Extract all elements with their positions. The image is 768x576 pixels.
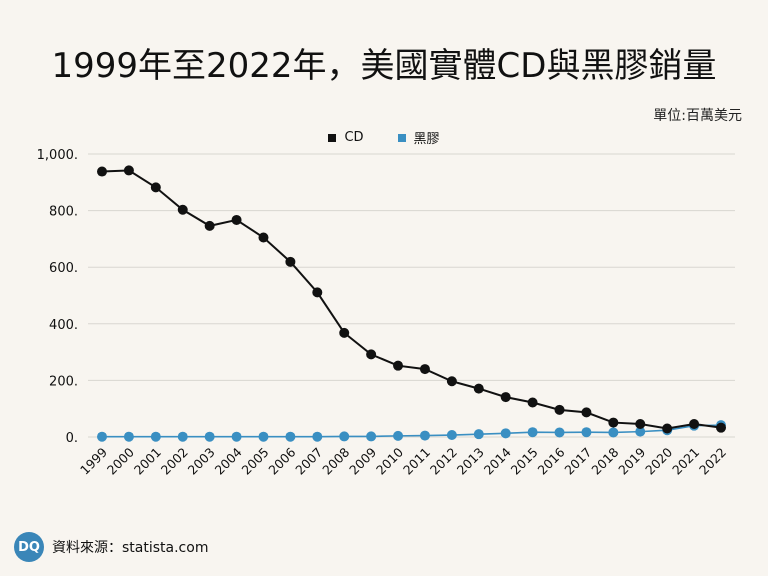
y-tick-label: 0. (66, 431, 78, 446)
data-point-vinyl (150, 431, 161, 442)
source-text: 資料來源：statista.com (52, 540, 209, 556)
data-point-vinyl (123, 431, 134, 442)
x-tick-label: 2018 (588, 444, 621, 477)
data-point-vinyl (258, 431, 269, 442)
legend-label-cd: CD (344, 130, 364, 145)
data-point-vinyl (446, 430, 457, 441)
x-tick-label: 2008 (319, 444, 352, 477)
data-point-vinyl (231, 431, 242, 442)
x-tick-label: 1999 (77, 444, 110, 477)
x-tick-label: 2016 (535, 444, 568, 477)
data-point-cd (204, 220, 215, 231)
data-point-vinyl (97, 431, 107, 442)
data-point-vinyl (312, 431, 323, 442)
data-point-cd (446, 376, 457, 387)
data-point-vinyl (177, 431, 188, 442)
x-tick-label: 2005 (238, 445, 271, 478)
brand-logo: DQ (14, 532, 44, 562)
x-tick-label: 2001 (131, 445, 164, 478)
data-point-cd (312, 287, 323, 298)
data-point-cd (500, 392, 511, 403)
legend-swatch-cd (328, 133, 337, 142)
x-tick-label: 2006 (265, 444, 298, 477)
x-tick-label: 2002 (158, 445, 191, 478)
data-point-vinyl (635, 426, 646, 437)
data-point-vinyl (473, 429, 484, 440)
data-point-cd (123, 165, 134, 176)
legend-item-vinyl: 黑膠 (397, 128, 440, 147)
x-tick-label: 2004 (212, 444, 245, 477)
data-point-vinyl (500, 428, 511, 439)
x-tick-label: 2017 (561, 445, 594, 478)
x-tick-label: 2020 (642, 444, 675, 477)
x-tick-label: 2000 (104, 444, 137, 477)
data-point-cd (635, 418, 646, 429)
x-tick-label: 2021 (669, 445, 702, 478)
x-tick-label: 2010 (373, 444, 406, 477)
footer: DQ 資料來源：statista.com (14, 532, 208, 562)
legend-item-cd: CD (328, 128, 364, 147)
x-tick-label: 2014 (481, 444, 514, 477)
data-point-cd (473, 383, 484, 394)
data-point-cd (231, 214, 242, 225)
x-tick-label: 2012 (427, 445, 460, 478)
data-point-cd (97, 166, 107, 177)
chart-title: 1999年至2022年，美國實體CD與黑膠銷量 (51, 46, 717, 86)
data-point-cd (258, 232, 269, 243)
x-tick-label: 2015 (508, 445, 541, 478)
y-tick-label: 200. (49, 374, 78, 389)
data-point-cd (366, 349, 377, 360)
data-point-vinyl (419, 430, 430, 441)
data-point-cd (285, 256, 296, 267)
x-tick-label: 2007 (292, 445, 325, 478)
y-tick-label: 400. (49, 318, 78, 333)
data-point-cd (177, 204, 188, 215)
data-point-cd (339, 327, 350, 338)
data-point-cd (608, 417, 619, 428)
series-line-vinyl (102, 424, 722, 438)
x-tick-label: 2019 (615, 444, 648, 477)
unit-label: 單位:百萬美元 (653, 108, 742, 124)
data-point-cd (419, 364, 430, 375)
data-point-vinyl (608, 427, 619, 438)
data-point-vinyl (393, 430, 404, 441)
data-point-vinyl (554, 427, 565, 438)
data-point-cd (150, 182, 161, 193)
series-line-cd (101, 169, 722, 430)
x-tick-label: 2009 (346, 444, 379, 477)
data-point-vinyl (339, 431, 350, 442)
legend: CD 黑膠 (0, 128, 768, 147)
data-point-vinyl (581, 427, 592, 438)
x-tick-label: 2022 (696, 445, 729, 478)
data-point-vinyl (204, 431, 215, 442)
data-point-vinyl (366, 431, 377, 442)
data-point-cd (662, 423, 673, 434)
x-tick-label: 2011 (400, 445, 433, 478)
data-point-cd (716, 422, 726, 433)
y-tick-label: 800. (49, 205, 78, 220)
x-tick-label: 2003 (185, 445, 218, 478)
y-tick-label: 1,000. (37, 148, 78, 163)
data-point-cd (527, 397, 538, 408)
data-point-cd (554, 404, 565, 415)
legend-label-vinyl: 黑膠 (413, 132, 440, 147)
y-tick-label: 600. (49, 261, 78, 276)
data-point-cd (393, 360, 404, 371)
x-tick-label: 2013 (454, 445, 487, 478)
legend-swatch-vinyl (397, 133, 406, 142)
data-point-vinyl (527, 427, 538, 438)
data-point-cd (689, 418, 700, 429)
data-point-cd (581, 407, 592, 418)
data-point-vinyl (285, 431, 296, 442)
